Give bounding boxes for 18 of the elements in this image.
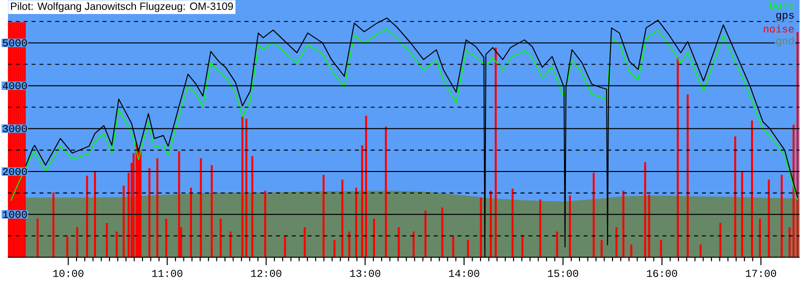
y-tick-label: 1000 [3, 210, 27, 218]
x-tick-label: 10:00 [53, 270, 84, 278]
x-tick-label: 17:00 [746, 270, 776, 278]
text: baro [770, 1, 794, 9]
y-tick-label: 3000 [2, 125, 27, 132]
series-label: noise [764, 24, 794, 33]
x-tick-label: 15:00 [548, 270, 578, 278]
x-tick-label: 16:00 [646, 270, 678, 278]
text: gnd [776, 36, 794, 47]
chart-title: Pilot: Wolfgang Janowitsch Flugzeug: OM-3109 [11, 2, 233, 12]
y-tick-label: 5000 [2, 39, 27, 47]
x-tick-label: 11:00 [152, 270, 182, 278]
y-tick-label: 2000 [2, 168, 27, 176]
x-tick-label: 13:00 [350, 270, 380, 278]
x-tick-label: 12:00 [251, 270, 282, 278]
text: gps [776, 13, 794, 21]
y-tick-label: 4000 [2, 82, 27, 90]
x-tick-label: 14:00 [449, 270, 480, 278]
